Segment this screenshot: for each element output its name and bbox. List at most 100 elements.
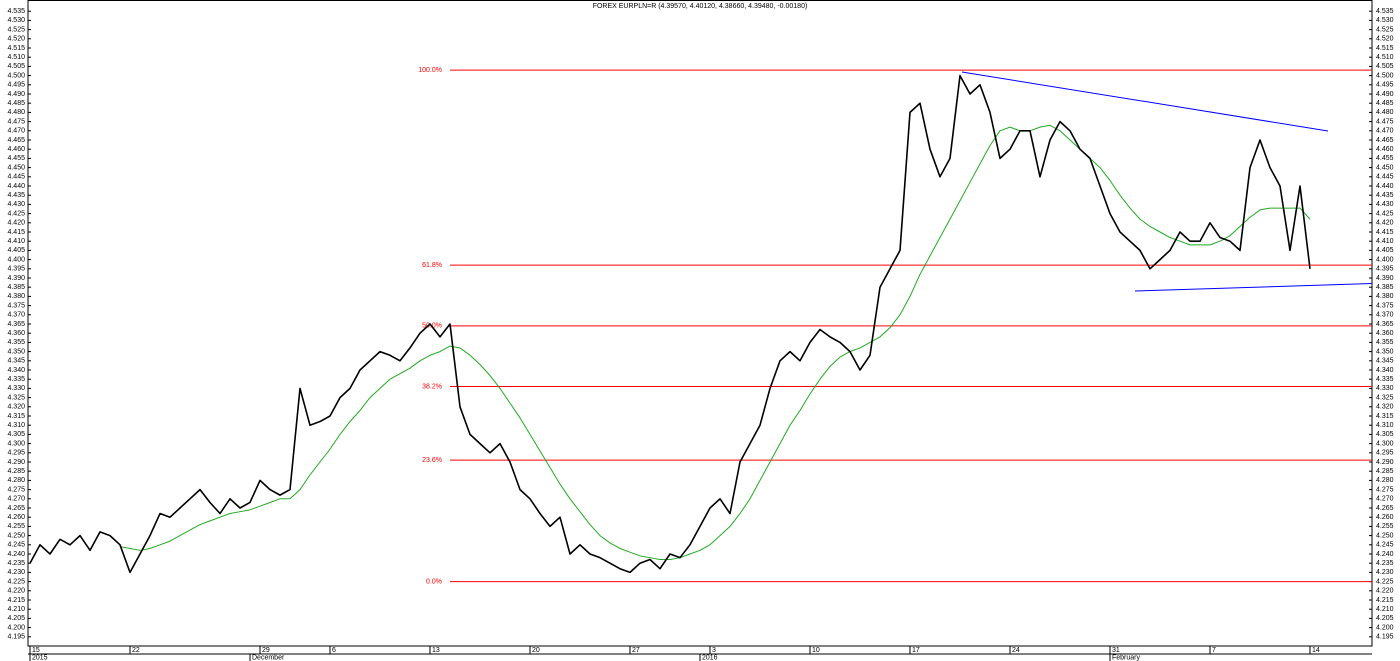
y-tick-label: 4.485: [7, 100, 25, 107]
y-tick-label: 4.495: [7, 82, 25, 89]
y-tick-label: 4.410: [7, 238, 25, 245]
chart-title: FOREX EURPLN=R (4.39570, 4.40120, 4.3866…: [593, 3, 808, 10]
y-tick-label-right: 4.220: [1376, 588, 1394, 595]
y-tick-label-right: 4.355: [1376, 339, 1394, 346]
y-tick-label: 4.200: [7, 624, 25, 631]
y-tick-label-right: 4.280: [1376, 477, 1394, 484]
y-tick-label: 4.230: [7, 569, 25, 576]
y-tick-label: 4.400: [7, 256, 25, 263]
y-tick-label: 4.405: [7, 247, 25, 254]
y-tick-label: 4.525: [7, 26, 25, 33]
price-line: [29, 74, 1311, 574]
y-tick-label: 4.330: [7, 385, 25, 392]
y-tick-label: 4.490: [7, 91, 25, 98]
y-tick-label: 4.320: [7, 404, 25, 411]
y-tick-label-right: 4.310: [1376, 422, 1394, 429]
y-tick-label: 4.360: [7, 330, 25, 337]
y-tick-label: 4.345: [7, 358, 25, 365]
y-tick-label: 4.455: [7, 155, 25, 162]
y-tick-label-right: 4.270: [1376, 496, 1394, 503]
y-tick-label: 4.270: [7, 496, 25, 503]
y-tick-label-right: 4.440: [1376, 183, 1394, 190]
y-tick-label-right: 4.260: [1376, 514, 1394, 521]
y-tick-label: 4.205: [7, 615, 25, 622]
y-tick-label: 4.470: [7, 128, 25, 135]
y-tick-label-right: 4.250: [1376, 532, 1394, 539]
y-tick-label-right: 4.205: [1376, 615, 1394, 622]
y-tick-label: 4.460: [7, 146, 25, 153]
y-tick-label-right: 4.300: [1376, 440, 1394, 447]
y-tick-label: 4.390: [7, 275, 25, 282]
y-tick-label: 4.350: [7, 348, 25, 355]
y-tick-label-right: 4.430: [1376, 201, 1394, 208]
y-tick-label: 4.295: [7, 450, 25, 457]
fib-label: 61.8%: [422, 262, 442, 269]
y-tick-label: 4.535: [7, 8, 25, 15]
y-tick-label: 4.280: [7, 477, 25, 484]
y-tick-label-right: 4.485: [1376, 100, 1394, 107]
y-tick-label-right: 4.405: [1376, 247, 1394, 254]
x-tick-label: 27: [632, 647, 640, 654]
y-tick-label-right: 4.225: [1376, 578, 1394, 585]
y-tick-label: 4.445: [7, 174, 25, 181]
y-tick-label-right: 4.435: [1376, 192, 1394, 199]
y-tick-label-right: 4.345: [1376, 358, 1394, 365]
y-tick-label-right: 4.385: [1376, 284, 1394, 291]
fib-label: 23.6%: [422, 457, 442, 464]
y-tick-label-right: 4.470: [1376, 128, 1394, 135]
y-tick-label: 4.375: [7, 302, 25, 309]
y-tick-label: 4.440: [7, 183, 25, 190]
y-tick-label: 4.225: [7, 578, 25, 585]
y-tick-label: 4.305: [7, 431, 25, 438]
x-tick-label: 14: [1312, 647, 1320, 654]
y-tick-label: 4.340: [7, 367, 25, 374]
x-tick-label: 3: [712, 647, 716, 654]
y-tick-label-right: 4.235: [1376, 560, 1394, 567]
y-tick-label-right: 4.535: [1376, 8, 1394, 15]
x-tick-label: 24: [1012, 647, 1020, 654]
y-tick-label-right: 4.510: [1376, 54, 1394, 61]
y-tick-label-right: 4.500: [1376, 72, 1394, 79]
y-tick-label-right: 4.325: [1376, 394, 1394, 401]
x-tick-label: 13: [432, 647, 440, 654]
x-tick-label: 10: [812, 647, 820, 654]
y-tick-label: 4.210: [7, 606, 25, 613]
y-tick-label-right: 4.460: [1376, 146, 1394, 153]
y-tick-label: 4.450: [7, 164, 25, 171]
y-tick-label: 4.395: [7, 266, 25, 273]
y-tick-label-right: 4.230: [1376, 569, 1394, 576]
y-tick-label: 4.365: [7, 321, 25, 328]
y-tick-label-right: 4.455: [1376, 155, 1394, 162]
y-tick-label: 4.415: [7, 229, 25, 236]
y-tick-label-right: 4.515: [1376, 45, 1394, 52]
period-label: December: [252, 654, 285, 661]
y-tick-label: 4.300: [7, 440, 25, 447]
y-tick-label-right: 4.480: [1376, 109, 1394, 116]
y-tick-label-right: 4.245: [1376, 542, 1394, 549]
y-tick-label-right: 4.390: [1376, 275, 1394, 282]
y-tick-label-right: 4.475: [1376, 118, 1394, 125]
y-tick-label: 4.480: [7, 109, 25, 116]
y-tick-label-right: 4.400: [1376, 256, 1394, 263]
x-tick-label: 29: [262, 647, 270, 654]
y-tick-label-right: 4.290: [1376, 459, 1394, 466]
y-tick-label: 4.430: [7, 201, 25, 208]
y-tick-label: 4.510: [7, 54, 25, 61]
moving-average-line: [119, 124, 1311, 561]
y-tick-label-right: 4.320: [1376, 404, 1394, 411]
y-tick-label: 4.500: [7, 72, 25, 79]
period-label: February: [1112, 654, 1141, 661]
y-tick-label: 4.385: [7, 284, 25, 291]
y-tick-label: 4.275: [7, 486, 25, 493]
plot-frame: [27, 0, 1373, 647]
y-tick-label-right: 4.350: [1376, 348, 1394, 355]
y-tick-label-right: 4.240: [1376, 551, 1394, 558]
fib-label: 38.2%: [422, 383, 442, 390]
trendline: [961, 71, 1329, 132]
y-tick-label-right: 4.200: [1376, 624, 1394, 631]
y-tick-label-right: 4.365: [1376, 321, 1394, 328]
y-tick-label-right: 4.255: [1376, 523, 1394, 530]
y-tick-label: 4.420: [7, 220, 25, 227]
y-tick-label: 4.215: [7, 597, 25, 604]
